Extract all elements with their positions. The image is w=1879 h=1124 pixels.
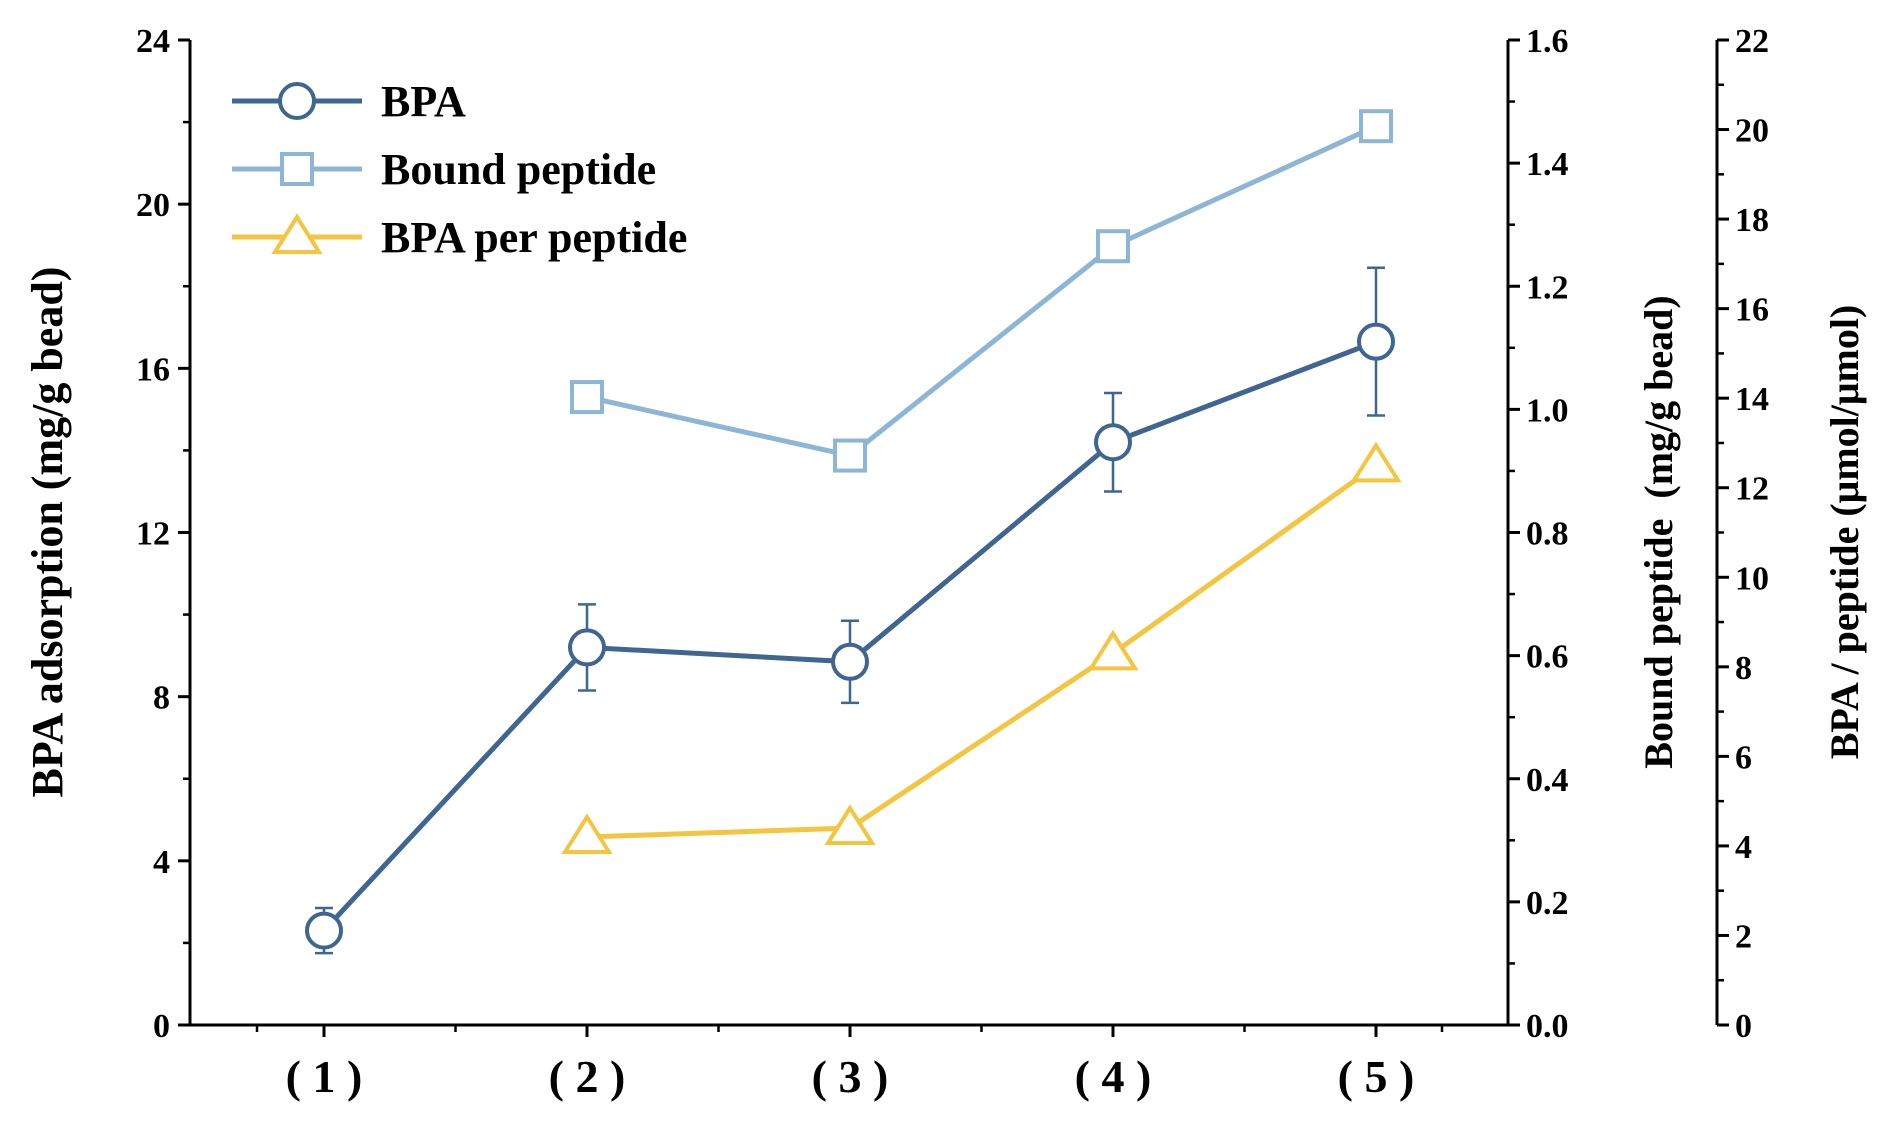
legend-item-bpa-per-peptide: BPA per peptide xyxy=(232,213,687,262)
series-layer xyxy=(305,109,1402,955)
right2-tick-label: 22 xyxy=(1735,23,1769,60)
x-tick-label: ( 4 ) xyxy=(1075,1051,1152,1102)
bound-peptide-line xyxy=(586,123,1378,459)
legend-label: BPA per peptide xyxy=(381,213,687,262)
right2-tick-label: 0 xyxy=(1735,1008,1752,1045)
bound-peptide-point xyxy=(833,438,867,473)
legend-item-bpa: BPA xyxy=(232,77,466,126)
right2-tick-label: 18 xyxy=(1735,202,1769,239)
legend-item-bound-peptide: Bound peptide xyxy=(232,145,656,194)
right2-tick-label: 16 xyxy=(1735,292,1769,329)
right2-tick-label: 4 xyxy=(1735,829,1752,866)
right1-tick-label: 0.4 xyxy=(1526,762,1569,799)
series-bpa xyxy=(305,266,1395,955)
right1-tick-label: 1.6 xyxy=(1526,23,1569,60)
right1-tick-label: 0.8 xyxy=(1526,516,1569,553)
right2-tick-label: 6 xyxy=(1735,739,1752,776)
bpa-per-peptide-point xyxy=(1087,629,1139,671)
x-tick-label: ( 1 ) xyxy=(286,1051,363,1102)
right2-tick-label: 12 xyxy=(1735,471,1769,508)
right1-tick-label: 0.6 xyxy=(1526,639,1569,676)
right1-tick-label: 0.2 xyxy=(1526,885,1569,922)
right2-tick-label: 20 xyxy=(1735,113,1769,150)
bpa-point xyxy=(1094,423,1132,462)
axis-titles: BPA adsorption (mg/g bead) Bound peptide… xyxy=(23,267,1867,798)
bpa-per-peptide-point xyxy=(561,813,613,854)
right2-tick-label: 14 xyxy=(1735,381,1769,418)
right1-tick-label: 1.0 xyxy=(1526,392,1569,429)
left-tick-label: 0 xyxy=(153,1008,170,1045)
right1-axis: 0.0 0.2 0.4 0.6 0.8 1.0 1.2 1.4 1.6 xyxy=(1508,23,1569,1045)
right2-axis-title: BPA / peptide (μmol/μmol) xyxy=(1822,305,1867,760)
left-tick-label: 12 xyxy=(136,516,170,553)
bpa-point xyxy=(831,642,869,681)
right2-tick-label: 8 xyxy=(1735,650,1752,687)
bpa-per-peptide-point xyxy=(824,804,876,845)
x-tick-label: ( 5 ) xyxy=(1338,1051,1415,1102)
right2-axis: 0 2 4 6 8 10 12 14 16 18 20 22 xyxy=(1717,23,1769,1045)
bpa-point xyxy=(305,911,343,950)
right1-tick-label: 1.2 xyxy=(1526,269,1569,306)
bpa-point xyxy=(1357,322,1395,361)
left-axis-title: BPA adsorption (mg/g bead) xyxy=(23,267,72,798)
right1-axis-title: Bound peptide (mg/g bead) xyxy=(1636,295,1681,768)
left-tick-label: 16 xyxy=(136,351,170,388)
bpa-point xyxy=(568,628,606,667)
left-axis: 0 4 8 12 16 20 24 xyxy=(136,23,190,1045)
legend-label: BPA xyxy=(381,77,466,126)
right2-tick-label: 2 xyxy=(1735,918,1752,955)
right1-tick-label: 1.4 xyxy=(1526,146,1569,183)
legend-marker xyxy=(280,152,314,186)
series-bound-peptide xyxy=(570,109,1393,473)
left-tick-label: 24 xyxy=(136,23,170,60)
right2-tick-label: 10 xyxy=(1735,560,1769,597)
right1-tick-label: 0.0 xyxy=(1526,1008,1569,1045)
bound-peptide-point xyxy=(1359,109,1393,144)
series-bpa-per-peptide xyxy=(561,441,1402,854)
legend-marker xyxy=(271,213,323,254)
left-tick-label: 20 xyxy=(136,187,170,224)
legend-marker xyxy=(278,82,316,120)
left-tick-label: 4 xyxy=(153,844,170,881)
x-axis-categories: ( 1 ) ( 2 ) ( 3 ) ( 4 ) ( 5 ) xyxy=(255,1025,1444,1102)
x-tick-label: ( 2 ) xyxy=(549,1051,626,1102)
bpa-per-peptide-line xyxy=(586,463,1378,840)
bound-peptide-point xyxy=(570,380,604,415)
bpa-per-peptide-point xyxy=(1350,441,1402,483)
left-tick-label: 8 xyxy=(153,680,170,717)
legend: BPA Bound peptide BPA per peptide xyxy=(232,77,687,262)
bound-peptide-point xyxy=(1096,229,1130,264)
x-tick-label: ( 3 ) xyxy=(812,1051,889,1102)
legend-label: Bound peptide xyxy=(381,145,656,194)
